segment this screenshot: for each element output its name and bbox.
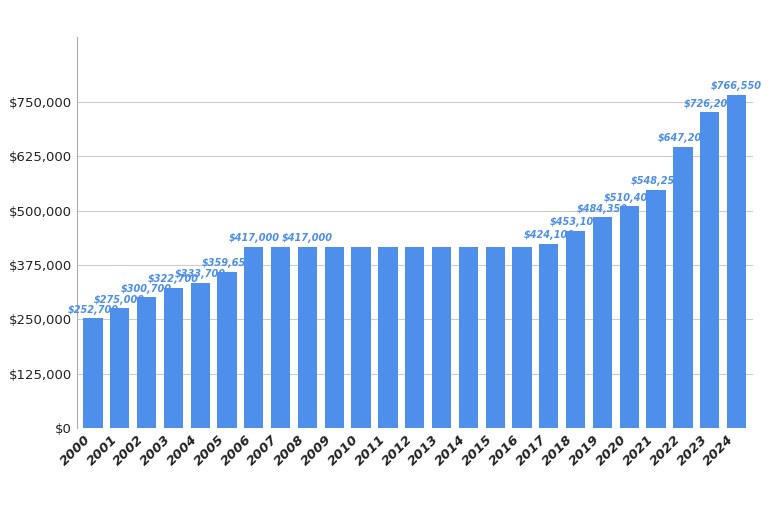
Bar <box>566 231 585 428</box>
Text: $275,000: $275,000 <box>94 295 145 305</box>
Text: $252,700: $252,700 <box>68 305 118 315</box>
Bar <box>620 206 639 428</box>
Text: $359,650: $359,650 <box>201 258 253 268</box>
Bar <box>137 297 156 428</box>
Text: $726,200: $726,200 <box>684 99 735 109</box>
Bar <box>379 247 398 428</box>
Bar <box>190 283 210 428</box>
Bar <box>485 247 505 428</box>
Bar <box>110 309 129 428</box>
Bar <box>432 247 451 428</box>
Bar <box>405 247 425 428</box>
Text: $766,550: $766,550 <box>711 81 762 91</box>
Bar <box>727 94 746 428</box>
Text: $484,350: $484,350 <box>577 204 628 214</box>
Bar <box>512 247 531 428</box>
Bar <box>593 217 612 428</box>
Bar <box>298 247 317 428</box>
Bar <box>700 112 720 428</box>
Bar <box>325 247 344 428</box>
Bar <box>164 288 183 428</box>
Text: $647,200: $647,200 <box>657 133 708 143</box>
Bar <box>539 244 558 428</box>
Bar <box>352 247 371 428</box>
Text: $300,700: $300,700 <box>121 284 172 294</box>
Text: $417,000: $417,000 <box>228 233 280 243</box>
Bar <box>271 247 290 428</box>
Text: $548,250: $548,250 <box>631 176 681 186</box>
Bar <box>674 147 693 428</box>
Bar <box>244 247 263 428</box>
Bar <box>647 189 666 428</box>
Text: $417,000: $417,000 <box>282 233 333 243</box>
Text: $333,700: $333,700 <box>174 269 226 279</box>
Text: $453,100: $453,100 <box>550 218 601 228</box>
Text: $510,400: $510,400 <box>604 193 655 203</box>
Bar <box>83 318 103 428</box>
Bar <box>217 271 237 428</box>
Text: $424,100: $424,100 <box>523 230 574 240</box>
Text: $322,700: $322,700 <box>148 274 199 284</box>
Bar <box>458 247 478 428</box>
